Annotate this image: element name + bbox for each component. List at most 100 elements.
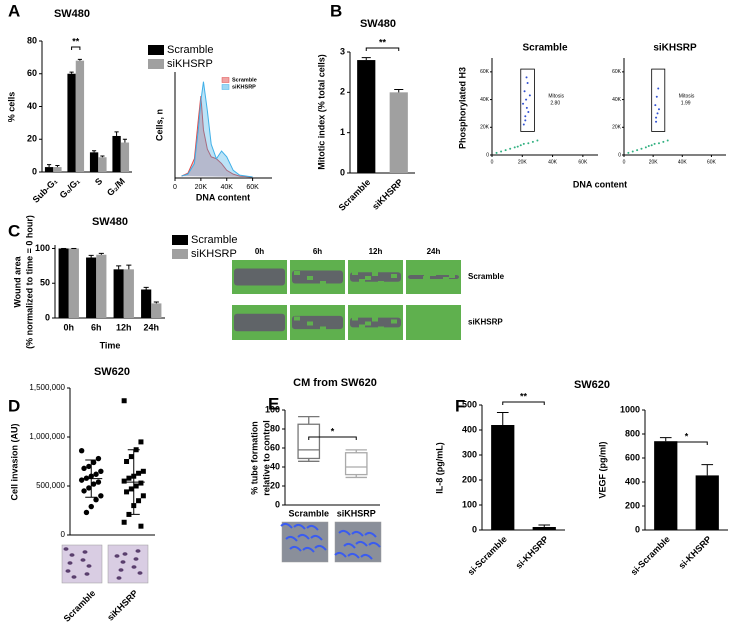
axes [623, 58, 726, 156]
event [655, 120, 658, 123]
x-tick-label: Scramble [62, 588, 98, 624]
significance-label: ** [520, 391, 528, 401]
bar [75, 60, 85, 172]
x-tick-label: siKHSRP [337, 508, 376, 518]
event [656, 112, 659, 115]
x-tick-label: Scramble [337, 177, 373, 213]
cell-patch [430, 272, 436, 276]
bar [68, 248, 79, 318]
subplot-title: Scramble [522, 43, 567, 54]
data-point [81, 465, 87, 472]
error-bar [701, 464, 714, 476]
thumbnail-tube [360, 553, 373, 560]
y-tick-label: 60K [612, 69, 622, 75]
bar [123, 269, 134, 318]
y-tick-label: 20 [270, 480, 280, 490]
cell-patch [411, 282, 417, 286]
thumbnail-cell [114, 554, 120, 558]
gate [520, 68, 535, 132]
bar [141, 289, 152, 318]
event [644, 146, 647, 149]
thumbnail-cell [71, 575, 77, 579]
data-point [121, 478, 127, 484]
x-tick-label: 12h [116, 322, 132, 332]
thumbnail-tube [293, 523, 306, 530]
panel-label: C [8, 221, 20, 240]
event [524, 119, 527, 122]
x-tick-label: 20K [518, 159, 528, 165]
significance-label: ** [379, 37, 387, 47]
thumbnail-cell [116, 576, 122, 580]
cell-patch [372, 317, 378, 322]
error-bar [361, 57, 371, 61]
thumbnail-cell [120, 560, 126, 564]
cell-patch [410, 271, 416, 275]
y-tick-label: 40 [27, 101, 37, 111]
y-tick-label: 100 [265, 404, 280, 414]
error-bar [114, 131, 119, 136]
bar [389, 92, 408, 173]
y-tick-label: 60 [27, 68, 37, 78]
panel-label: B [330, 1, 342, 20]
cell-patch [378, 281, 384, 285]
bar [53, 167, 62, 172]
x-tick-label: Scramble [288, 508, 329, 518]
x-tick-label: siKHSRP [370, 177, 405, 212]
bar [96, 254, 107, 318]
error-bar [98, 252, 104, 255]
event [631, 150, 634, 153]
legend-label: Scramble [167, 44, 213, 56]
x-tick-label: 0 [491, 159, 494, 165]
bar [44, 167, 54, 172]
thumbnail-tube [343, 542, 356, 549]
cell-patch [449, 274, 455, 278]
event [528, 94, 531, 97]
error-bar [69, 71, 74, 74]
cell-patch [352, 316, 358, 321]
x-tick-label: 60K [707, 159, 717, 165]
event [657, 87, 660, 90]
bar [98, 157, 107, 172]
sd-bar [127, 449, 140, 515]
thumbnail-cell [80, 558, 86, 562]
significance-label: * [685, 431, 689, 441]
thumbnail-tube [347, 552, 360, 559]
bar [357, 60, 376, 173]
thumbnail-cell [84, 572, 90, 576]
column-label: 12h [369, 247, 383, 256]
event [655, 116, 658, 119]
cell-patch [424, 320, 430, 325]
thumbnail [281, 521, 329, 563]
cell-patch [320, 326, 326, 331]
cell-patch [378, 326, 384, 331]
y-tick-label: 0 [472, 524, 477, 534]
y-tick-label: 800 [625, 428, 640, 438]
legend-swatch [221, 84, 230, 90]
error-bar [100, 155, 105, 158]
cell-patch [307, 276, 313, 280]
error-bar [92, 150, 97, 153]
event [636, 149, 639, 152]
event [655, 95, 658, 98]
y-tick-label: 400 [462, 424, 477, 434]
legend-label: siKHSRP [191, 248, 237, 260]
wound-gap [234, 268, 285, 286]
error-bar [122, 138, 127, 143]
event [653, 142, 656, 145]
whisker [298, 416, 320, 462]
thumbnail-cell [65, 569, 71, 573]
gate-label: Mitosis [679, 93, 695, 99]
y-tick-label: 80 [27, 35, 37, 45]
thumbnail-cell [69, 553, 75, 557]
significance-bracket [71, 46, 81, 50]
cell-patch [411, 327, 417, 332]
x-tick-label: G₀/G₁ [58, 176, 82, 200]
event [647, 144, 650, 147]
y-tick-label: 3 [340, 46, 345, 56]
cell-patch [365, 276, 371, 280]
axes [491, 58, 598, 156]
y-tick-label: 100 [35, 243, 50, 253]
subplot-title: siKHSRP [653, 43, 697, 54]
x-tick-label: 40K [220, 184, 233, 191]
y-tick-label: 200 [625, 500, 640, 510]
